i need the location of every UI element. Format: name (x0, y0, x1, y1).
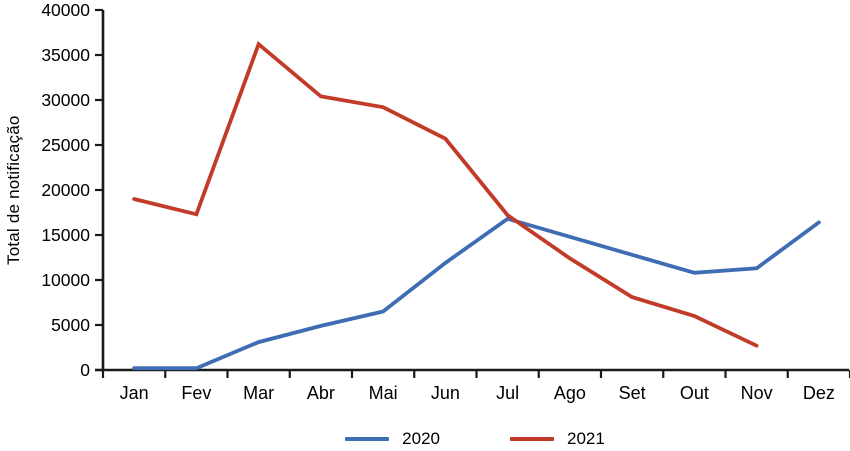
x-tick-label: Out (680, 383, 709, 403)
series-line-2021 (132, 41, 759, 348)
y-tick-label: 20000 (41, 180, 90, 200)
x-tick-label: Jun (431, 383, 460, 403)
y-axis-title: Total de notificação (4, 115, 23, 265)
x-tick-label: Mar (243, 383, 274, 403)
legend: 2020 2021 (50, 430, 850, 447)
legend-item-2021: 2021 (510, 430, 605, 447)
y-tick-label: 25000 (41, 135, 90, 155)
y-tick-label: 15000 (41, 225, 90, 245)
y-tick-label: 30000 (41, 90, 90, 110)
y-tick-label: 5000 (51, 315, 90, 335)
y-tick-label: 40000 (41, 0, 90, 20)
y-tick-label: 35000 (41, 45, 90, 65)
x-tick-label: Jul (496, 383, 519, 403)
x-tick-label: Abr (307, 383, 335, 403)
series-line-2020 (132, 216, 821, 371)
y-tick-label: 0 (80, 360, 90, 380)
x-tick-label: Ago (554, 383, 586, 403)
x-tick-label: Jan (120, 383, 149, 403)
y-tick-label: 10000 (41, 270, 90, 290)
x-tick-label: Fev (181, 383, 211, 403)
x-tick-label: Set (619, 383, 646, 403)
legend-line-2021-swatch (510, 436, 554, 441)
legend-label-2021: 2021 (567, 429, 605, 448)
x-tick-label: Nov (741, 383, 773, 403)
x-tick-label: Dez (803, 383, 835, 403)
legend-line-2020-swatch (345, 436, 390, 441)
legend-item-2020: 2020 (345, 430, 440, 447)
legend-label-2020: 2020 (402, 429, 440, 448)
x-tick-label: Mai (369, 383, 398, 403)
